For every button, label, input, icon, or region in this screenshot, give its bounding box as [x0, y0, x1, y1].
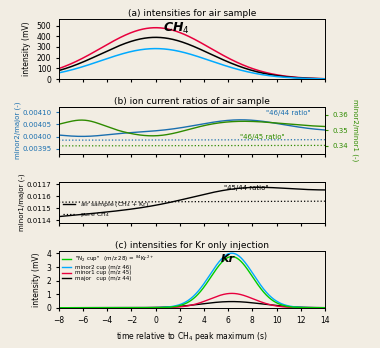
- Text: "45/44 ratio": "45/44 ratio": [224, 185, 268, 191]
- Text: Kr: Kr: [221, 254, 235, 263]
- Title: (a) intensities for air sample: (a) intensities for air sample: [128, 9, 256, 18]
- Title: (c) intensities for Kr only injection: (c) intensities for Kr only injection: [115, 241, 269, 250]
- Title: (b) ion current ratios of air sample: (b) ion current ratios of air sample: [114, 97, 270, 106]
- X-axis label: time relative to CH$_4$ peak maximum (s): time relative to CH$_4$ peak maximum (s): [116, 330, 268, 343]
- Legend: "N$_2$ cup"   (m/z 28) = $^{84}$Kr$^{2+}$, minor2 cup (m/z 46), minor1 cup (m/z : "N$_2$ cup" (m/z 28) = $^{84}$Kr$^{2+}$,…: [62, 253, 155, 282]
- Legend: air sample (CH$_4$ + Kr), pure CH$_4$: air sample (CH$_4$ + Kr), pure CH$_4$: [62, 199, 150, 220]
- Y-axis label: intensity (mV): intensity (mV): [22, 22, 31, 77]
- Y-axis label: intensity (mV): intensity (mV): [32, 252, 41, 307]
- Text: "46/45 ratio": "46/45 ratio": [240, 134, 284, 140]
- Y-axis label: minor2/minor1 (-): minor2/minor1 (-): [352, 99, 358, 161]
- Y-axis label: minor2/major (-): minor2/major (-): [14, 102, 21, 159]
- Text: CH$_4$: CH$_4$: [163, 21, 189, 36]
- Y-axis label: minor1/major (-): minor1/major (-): [19, 173, 25, 231]
- Text: "46/44 ratio": "46/44 ratio": [266, 110, 311, 116]
